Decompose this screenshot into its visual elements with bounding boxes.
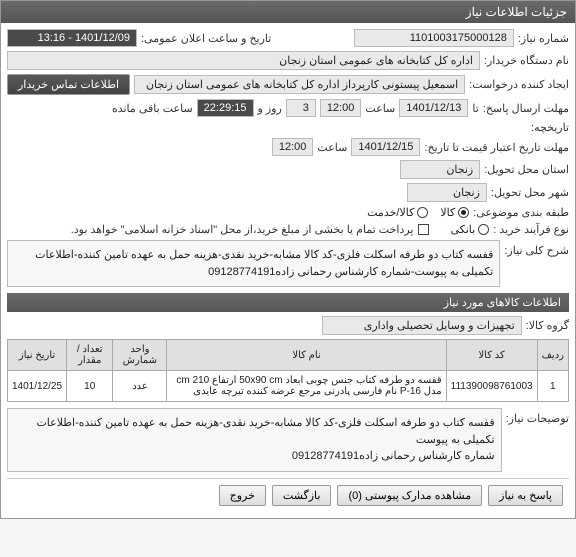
radio-service-icon — [417, 207, 428, 218]
credit-deadline-label: مهلت تاریخ اعتبار قیمت تا تاریخ: — [424, 141, 569, 154]
group-label: گروه کالا: — [526, 319, 569, 332]
exit-button[interactable]: خروج — [219, 485, 266, 506]
need-details-panel: جزئیات اطلاعات نیاز شماره نیاز: 11010031… — [0, 0, 576, 519]
contact-info-button[interactable]: اطلاعات تماس خریدار — [7, 74, 130, 95]
notes-label: توضیحات نیاز: — [506, 408, 569, 425]
credit-time: 12:00 — [272, 138, 314, 156]
checkbox-icon — [418, 224, 429, 235]
city-value: زنجان — [407, 183, 487, 202]
days-and-label: روز و — [258, 102, 282, 115]
need-desc-label: شرح کلی نیاز: — [504, 240, 569, 257]
request-creator-label: ایجاد کننده درخواست: — [469, 78, 569, 91]
group-value: تجهیزات و وسایل تحصیلی واداری — [322, 316, 522, 335]
th-index: ردیف — [537, 340, 568, 371]
cell-code: 111390098761003 — [446, 371, 537, 402]
history-label: تاریخچه: — [531, 121, 569, 134]
cell-qty: 10 — [67, 371, 113, 402]
need-no-label: شماره نیاز: — [518, 32, 569, 45]
th-code: کد کالا — [446, 340, 537, 371]
th-qty: تعداد / مقدار — [67, 340, 113, 371]
radio-goods-icon — [458, 207, 469, 218]
announce-label: تاریخ و ساعت اعلان عمومی: — [141, 32, 271, 45]
check-text: پرداخت تمام یا بخشی از مبلغ خرید،از محل … — [71, 223, 414, 236]
remain-label: ساعت باقی مانده — [112, 102, 193, 115]
buyer-org-value: اداره کل کتابخانه های عمومی استان زنجان — [7, 51, 480, 70]
days-value: 3 — [286, 99, 316, 117]
request-creator-value: اسمعیل پیستونی کارپرداز اداره کل کتابخان… — [134, 75, 465, 94]
back-button[interactable]: بازگشت — [272, 485, 332, 506]
announce-value: 1401/12/09 - 13:16 — [7, 29, 137, 47]
cell-date: 1401/12/25 — [8, 371, 67, 402]
time-label-1: ساعت — [365, 102, 395, 115]
radio-bank[interactable]: بانکی — [451, 223, 490, 236]
reply-button[interactable]: پاسخ به نیاز — [488, 485, 563, 506]
buyer-org-label: نام دستگاه خریدار: — [484, 54, 569, 67]
need-no-value: 1101003175000128 — [354, 29, 514, 47]
subject-radio-group: کالا کالا/خدمت — [367, 206, 469, 219]
cell-index: 1 — [537, 371, 568, 402]
deadline-time: 12:00 — [320, 99, 362, 117]
province-label: استان محل تحویل: — [484, 163, 569, 176]
radio-service[interactable]: کالا/خدمت — [367, 206, 428, 219]
need-desc-value: قفسه کتاب دو طرفه اسکلت فلزی-کد کالا مشا… — [7, 240, 500, 287]
section-items-title: اطلاعات کالاهای مورد نیاز — [7, 293, 569, 312]
notes-value: قفسه کتاب دو طرفه اسکلت فلزی-کد کالا مشا… — [7, 408, 502, 472]
button-row: پاسخ به نیاز مشاهده مدارک پیوستی (0) باز… — [7, 478, 569, 512]
radio-goods-label: کالا — [440, 206, 455, 219]
th-date: تاریخ نیاز — [8, 340, 67, 371]
remain-time: 22:29:15 — [197, 99, 254, 117]
th-name: نام کالا — [167, 340, 446, 371]
cell-unit: عدد — [113, 371, 167, 402]
panel-title: جزئیات اطلاعات نیاز — [1, 1, 575, 23]
credit-date: 1401/12/15 — [351, 138, 420, 156]
radio-service-label: کالا/خدمت — [367, 206, 414, 219]
deadline-date: 1401/12/13 — [399, 99, 468, 117]
attachments-button[interactable]: مشاهده مدارک پیوستی (0) — [337, 485, 482, 506]
panel-body: شماره نیاز: 1101003175000128 تاریخ و ساع… — [1, 23, 575, 518]
time-label-2: ساعت — [317, 141, 347, 154]
province-value: زنجان — [400, 160, 480, 179]
budget-label: طبقه بندی موضوعی: — [473, 206, 569, 219]
radio-goods[interactable]: کالا — [440, 206, 469, 219]
deadline-label: مهلت ارسال پاسخ: — [483, 102, 569, 115]
until-label: تا — [472, 102, 478, 115]
radio-bank-label: بانکی — [451, 223, 476, 236]
city-label: شهر محل تحویل: — [491, 186, 569, 199]
items-table: ردیف کد کالا نام کالا واحد شمارش تعداد /… — [7, 339, 569, 402]
process-label: نوع فرآیند خرید : — [493, 223, 569, 236]
cell-name: قفسه دو طرفه کتاب جنس چوبی ابعاد 50x90 c… — [167, 371, 446, 402]
radio-bank-icon — [478, 224, 489, 235]
treasury-check[interactable]: پرداخت تمام یا بخشی از مبلغ خرید،از محل … — [71, 223, 429, 236]
table-header-row: ردیف کد کالا نام کالا واحد شمارش تعداد /… — [8, 340, 569, 371]
th-unit: واحد شمارش — [113, 340, 167, 371]
table-row[interactable]: 1 111390098761003 قفسه دو طرفه کتاب جنس … — [8, 371, 569, 402]
